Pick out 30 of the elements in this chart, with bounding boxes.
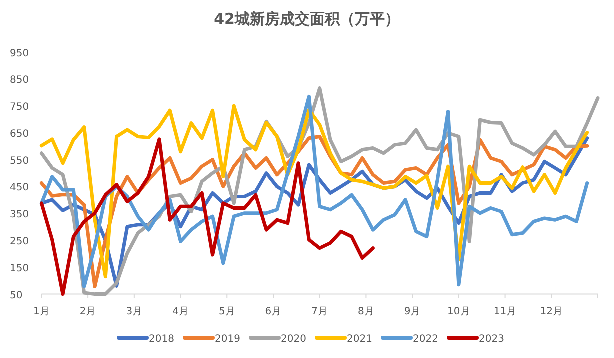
legend-label: 2021	[347, 334, 372, 345]
x-tick-label: 5月	[218, 306, 236, 318]
x-tick-label: 7月	[312, 306, 328, 318]
y-tick-label: 150	[10, 263, 30, 274]
x-tick-label: 12月	[540, 306, 564, 318]
x-tick-label: 11月	[494, 306, 517, 318]
chart-title: 42城新房成交面积（万平）	[214, 10, 400, 28]
legend-label: 2023	[479, 334, 504, 345]
x-tick-label: 6月	[265, 306, 282, 318]
y-tick-label: 50	[10, 290, 23, 302]
x-tick-label: 2月	[80, 306, 96, 318]
legend-label: 2018	[149, 334, 174, 345]
x-tick-label: 4月	[172, 306, 189, 318]
y-tick-label: 250	[10, 236, 30, 248]
x-tick-label: 8月	[358, 306, 374, 318]
x-tick-label: 9月	[404, 306, 421, 318]
x-tick-label: 10月	[448, 306, 470, 318]
line-series	[40, 138, 375, 296]
y-tick-label: 650	[10, 128, 30, 140]
x-tick-label: 1月	[34, 306, 50, 318]
y-tick-label: 850	[10, 75, 30, 86]
legend-label: 2020	[281, 334, 306, 345]
y-tick-label: 950	[10, 48, 30, 60]
y-tick-label: 750	[10, 102, 30, 114]
legend-label: 2022	[413, 334, 438, 345]
y-tick-label: 550	[10, 156, 30, 167]
y-tick-label: 350	[10, 210, 30, 221]
legend-label: 2019	[215, 334, 240, 345]
y-tick-label: 450	[10, 182, 30, 194]
x-tick-label: 3月	[126, 306, 143, 318]
